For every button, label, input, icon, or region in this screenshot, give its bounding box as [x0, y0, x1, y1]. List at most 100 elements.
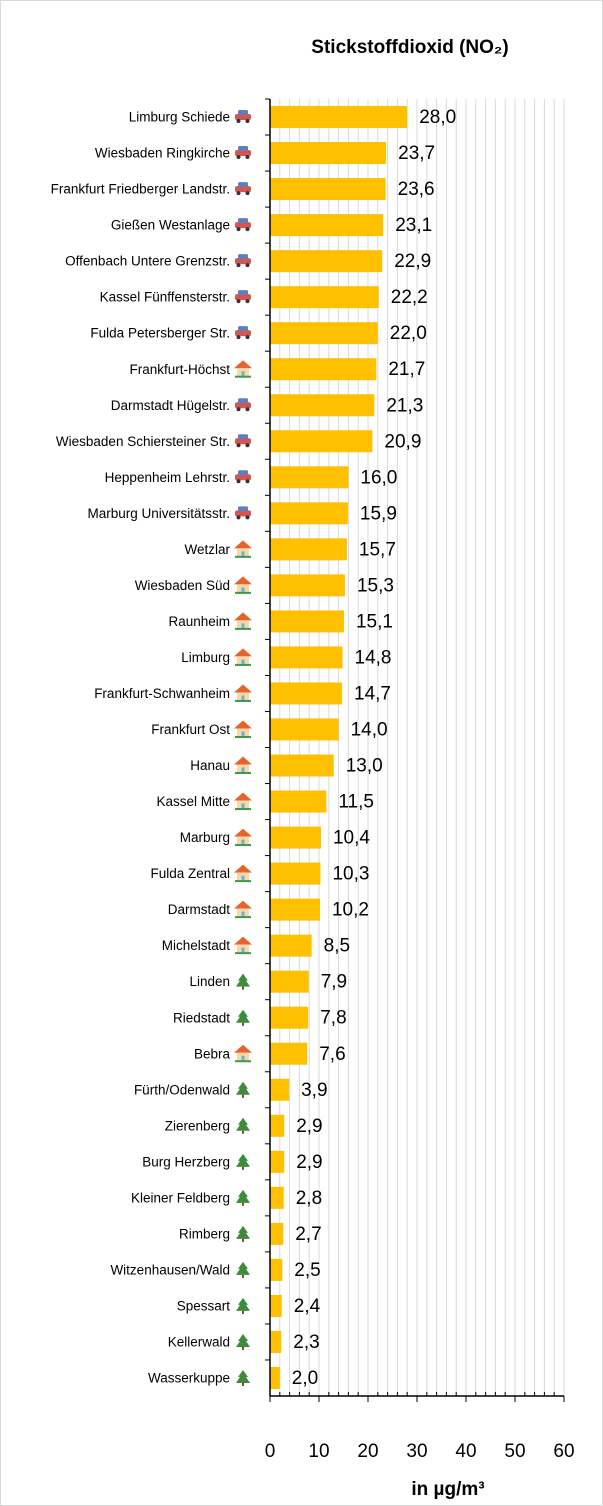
bar [270, 1078, 290, 1101]
y-tick-label: Heppenheim Lehrstr. [105, 470, 230, 485]
station-icon [236, 1153, 250, 1170]
car-body [235, 150, 251, 157]
bar [270, 250, 383, 273]
car-body [235, 294, 251, 301]
bar [270, 1222, 284, 1245]
y-tick-label: Spessart [177, 1298, 231, 1313]
tree-crown [236, 973, 250, 987]
station-icon [234, 720, 252, 738]
station-icon [234, 756, 252, 775]
tree-trunk [242, 1022, 244, 1026]
y-tick-label: Limburg [181, 650, 230, 665]
car-roof [238, 326, 248, 332]
car-wheel [245, 407, 250, 412]
car-wheel [236, 119, 241, 124]
car-wheel [236, 299, 241, 304]
value-label: 13,0 [346, 756, 383, 777]
car-roof [238, 398, 248, 404]
car-wheel [236, 443, 241, 448]
tree-trunk [242, 1166, 244, 1170]
value-label: 2,4 [294, 1296, 321, 1317]
car-body [235, 438, 251, 445]
station-icon [234, 936, 252, 955]
bar [270, 934, 312, 957]
tree-crown [236, 1369, 250, 1383]
value-label: 2,5 [294, 1260, 320, 1281]
car-wheel [236, 515, 241, 520]
station-icon [234, 648, 252, 666]
car-wheel [245, 299, 250, 304]
station-icon [235, 290, 251, 304]
station-icon [235, 506, 251, 520]
bar [270, 1150, 285, 1173]
y-tick-label: Kleiner Feldberg [131, 1190, 230, 1205]
station-icon [236, 1225, 250, 1242]
house-door [241, 839, 245, 845]
house-door [241, 659, 245, 665]
y-tick-label: Frankfurt Friedberger Landstr. [51, 182, 230, 197]
house-door [241, 803, 245, 809]
house-roof [234, 756, 252, 765]
value-label: 7,9 [321, 972, 347, 993]
station-icon [234, 360, 252, 378]
tree-crown [236, 1333, 250, 1347]
bar [270, 718, 339, 741]
bar [270, 1294, 282, 1317]
value-label: 15,7 [359, 539, 396, 560]
bar [270, 1006, 309, 1029]
car-wheel [245, 191, 250, 196]
y-tick-label: Raunheim [168, 614, 230, 629]
tree-trunk [242, 1094, 244, 1098]
value-label: 2,3 [293, 1332, 319, 1353]
value-label: 2,0 [292, 1368, 318, 1389]
value-label: 2,8 [296, 1188, 322, 1209]
car-roof [238, 506, 248, 512]
bars [270, 106, 408, 1389]
tree-crown [236, 1189, 250, 1203]
car-body [235, 186, 251, 193]
car-body [235, 114, 251, 121]
house-roof [234, 540, 252, 549]
chart-title: Stickstoffdioxid (NO₂) [311, 37, 508, 58]
car-body [235, 258, 251, 265]
value-label: 23,7 [398, 143, 435, 164]
value-label: 2,9 [296, 1152, 322, 1173]
house-roof [234, 792, 252, 801]
house-door [241, 695, 245, 701]
value-label: 15,9 [360, 503, 397, 524]
car-roof [238, 434, 248, 440]
station-icon [234, 684, 252, 702]
value-label: 10,3 [332, 864, 369, 885]
house-roof [234, 684, 252, 693]
car-body [235, 474, 251, 481]
station-icon [235, 218, 251, 232]
bar [270, 178, 386, 201]
house-door [241, 371, 245, 377]
house-door [241, 1055, 245, 1061]
x-tick-label: 30 [406, 1441, 427, 1462]
value-label: 2,7 [295, 1224, 321, 1245]
y-tick-label: Michelstadt [162, 938, 231, 953]
car-roof [238, 182, 248, 188]
car-wheel [236, 335, 241, 340]
house-door [241, 947, 245, 953]
car-roof [238, 110, 248, 116]
bar [270, 502, 348, 525]
station-icon [236, 1297, 250, 1314]
y-tick-label: Darmstadt Hügelstr. [111, 398, 230, 413]
y-tick-label: Frankfurt Ost [151, 722, 230, 737]
station-icon [234, 864, 252, 883]
y-tick-label: Limburg Schiede [129, 110, 230, 125]
station-icon [236, 1189, 250, 1206]
car-wheel [245, 515, 250, 520]
bar [270, 142, 387, 165]
x-tick-label: 10 [308, 1441, 329, 1462]
station-icon [234, 900, 252, 919]
y-tick-label: Kassel Fünffensterstr. [100, 290, 230, 305]
y-tick-label: Gießen Westanlage [111, 218, 230, 233]
y-tick-label: Wetzlar [184, 542, 230, 557]
tree-crown [236, 1261, 250, 1275]
bar [270, 970, 309, 993]
tree-trunk [242, 1238, 244, 1242]
tree-trunk [242, 1310, 244, 1314]
